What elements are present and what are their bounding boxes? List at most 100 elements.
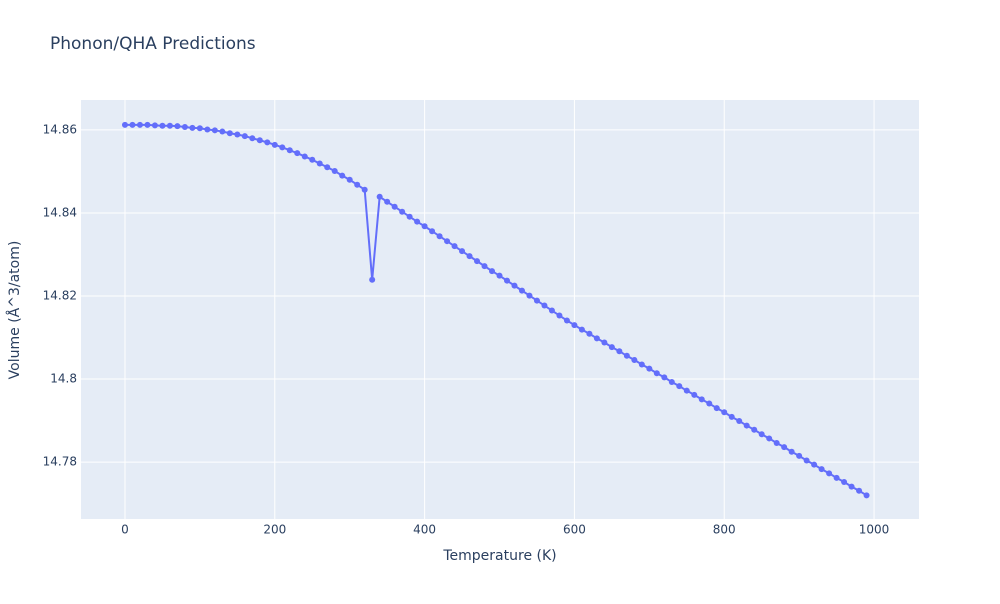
marker	[346, 176, 353, 183]
marker	[144, 121, 151, 128]
marker	[548, 307, 555, 314]
marker	[226, 130, 233, 137]
marker	[638, 361, 645, 368]
marker	[646, 365, 653, 372]
marker	[429, 228, 436, 235]
marker	[541, 302, 548, 309]
marker	[459, 248, 466, 255]
x-tick-label: 600	[563, 523, 586, 537]
marker	[818, 466, 825, 473]
marker	[676, 383, 683, 390]
marker	[586, 330, 593, 337]
marker	[743, 422, 750, 429]
marker	[518, 287, 525, 294]
marker	[736, 417, 743, 424]
marker	[841, 479, 848, 486]
y-tick-label: 14.86	[43, 122, 77, 136]
marker	[616, 348, 623, 355]
marker	[668, 378, 675, 385]
marker	[526, 292, 533, 299]
marker	[653, 370, 660, 377]
marker	[271, 141, 278, 148]
marker	[234, 131, 241, 138]
marker	[436, 233, 443, 240]
marker	[204, 126, 211, 133]
marker	[788, 448, 795, 455]
marker	[166, 122, 173, 129]
x-tick-label: 400	[413, 523, 436, 537]
marker	[781, 444, 788, 451]
marker	[856, 487, 863, 494]
chart-title: Phonon/QHA Predictions	[50, 34, 256, 54]
marker	[159, 122, 166, 129]
marker	[316, 160, 323, 167]
marker	[391, 203, 398, 210]
marker	[211, 127, 218, 134]
marker	[713, 405, 720, 412]
marker	[129, 121, 136, 128]
marker	[556, 312, 563, 319]
marker	[264, 139, 271, 146]
marker	[623, 352, 630, 359]
marker	[698, 396, 705, 403]
x-tick-label: 0	[121, 523, 129, 537]
marker	[563, 317, 570, 324]
marker	[354, 181, 361, 188]
marker	[339, 172, 346, 179]
marker	[608, 344, 615, 351]
x-tick-label: 200	[263, 523, 286, 537]
marker	[721, 409, 728, 416]
x-axis-title: Temperature (K)	[442, 548, 556, 564]
marker	[466, 253, 473, 260]
marker	[511, 282, 518, 289]
marker	[136, 121, 143, 128]
marker	[376, 193, 383, 200]
y-tick-label: 14.84	[43, 205, 77, 219]
line	[124, 123, 868, 497]
marker	[286, 147, 293, 154]
marker	[181, 123, 188, 130]
marker	[301, 153, 308, 160]
marker	[384, 198, 391, 205]
marker	[256, 137, 263, 144]
marker	[728, 413, 735, 420]
plot-area	[81, 100, 919, 519]
marker	[361, 186, 368, 193]
marker	[848, 483, 855, 490]
marker	[331, 168, 338, 175]
marker	[863, 492, 870, 499]
marker	[833, 474, 840, 481]
marker	[324, 164, 331, 171]
y-tick-label: 14.8	[50, 372, 77, 386]
marker	[481, 263, 488, 270]
marker	[504, 277, 511, 284]
marker	[279, 144, 286, 151]
marker	[593, 335, 600, 342]
marker	[631, 356, 638, 363]
marker	[451, 243, 458, 250]
marker	[661, 374, 668, 381]
marker	[121, 121, 128, 128]
marker	[399, 208, 406, 215]
marker	[758, 431, 765, 438]
marker	[474, 258, 481, 265]
marker	[406, 213, 413, 220]
marker	[309, 156, 316, 163]
marker	[796, 452, 803, 459]
marker	[706, 400, 713, 407]
marker	[683, 387, 690, 394]
marker	[773, 440, 780, 447]
marker	[219, 128, 226, 135]
y-axis-title: Volume (Å^3/atom)	[6, 241, 23, 380]
marker	[249, 135, 256, 142]
marker	[369, 276, 376, 283]
marker	[421, 223, 428, 230]
marker	[811, 461, 818, 468]
marker	[803, 457, 810, 464]
marker	[691, 391, 698, 398]
marker	[826, 470, 833, 477]
marker	[571, 322, 578, 329]
marker	[444, 238, 451, 245]
